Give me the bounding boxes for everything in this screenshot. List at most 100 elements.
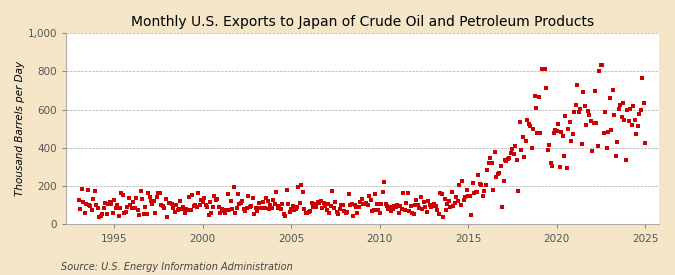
Point	[538, 67, 549, 72]
Point	[222, 192, 233, 197]
Point	[103, 202, 113, 207]
Point	[76, 187, 87, 191]
Point	[206, 211, 217, 215]
Point	[398, 191, 408, 195]
Point	[373, 208, 383, 213]
Point	[166, 202, 177, 207]
Point	[147, 202, 158, 207]
Point	[104, 200, 115, 205]
Title: Monthly U.S. Exports to Japan of Crude Oil and Petroleum Products: Monthly U.S. Exports to Japan of Crude O…	[131, 15, 595, 29]
Point	[628, 104, 639, 108]
Point	[180, 211, 190, 215]
Point	[374, 211, 385, 215]
Point	[253, 200, 264, 205]
Point	[365, 198, 376, 202]
Point	[533, 95, 544, 99]
Point	[389, 204, 400, 208]
Point	[436, 192, 447, 197]
Point	[113, 214, 124, 218]
Point	[414, 206, 425, 210]
Point	[583, 109, 593, 114]
Point	[639, 101, 649, 105]
Point	[620, 158, 631, 163]
Point	[173, 207, 184, 211]
Point	[427, 204, 438, 208]
Point	[227, 207, 238, 212]
Point	[181, 207, 192, 211]
Point	[178, 205, 189, 209]
Point	[339, 209, 350, 213]
Text: Source: U.S. Energy Information Administration: Source: U.S. Energy Information Administ…	[61, 262, 292, 272]
Point	[557, 134, 568, 138]
Point	[175, 199, 186, 203]
Point	[622, 108, 633, 113]
Point	[130, 205, 140, 210]
Point	[159, 206, 169, 210]
Point	[317, 206, 327, 210]
Point	[535, 131, 546, 135]
Point	[591, 121, 602, 125]
Point	[318, 201, 329, 205]
Point	[526, 146, 537, 151]
Point	[157, 204, 168, 209]
Point	[364, 193, 375, 198]
Point	[516, 148, 526, 152]
Point	[360, 202, 371, 206]
Point	[608, 87, 618, 92]
Point	[140, 205, 151, 209]
Point	[191, 205, 202, 209]
Point	[233, 192, 244, 196]
Point	[395, 204, 406, 208]
Point	[88, 196, 99, 201]
Point	[491, 174, 502, 179]
Point	[604, 96, 615, 100]
Point	[234, 202, 245, 207]
Point	[435, 190, 446, 195]
Point	[106, 202, 117, 207]
Point	[286, 207, 296, 211]
Point	[117, 193, 128, 197]
Point	[377, 190, 388, 194]
Point	[461, 188, 472, 192]
Point	[547, 164, 558, 169]
Point	[460, 194, 470, 199]
Point	[486, 161, 497, 165]
Point	[124, 196, 134, 200]
Point	[259, 206, 270, 210]
Point	[548, 131, 559, 135]
Point	[513, 188, 524, 193]
Point	[406, 210, 417, 215]
Point	[244, 204, 255, 209]
Point	[110, 205, 121, 210]
Point	[445, 204, 456, 209]
Point	[186, 208, 196, 212]
Point	[324, 211, 335, 216]
Point	[599, 130, 610, 135]
Point	[394, 211, 404, 215]
Point	[230, 211, 240, 215]
Point	[92, 205, 103, 210]
Point	[238, 207, 249, 212]
Point	[348, 214, 358, 219]
Point	[433, 211, 444, 216]
Point	[430, 204, 441, 208]
Point	[637, 76, 647, 80]
Point	[190, 203, 200, 207]
Point	[556, 130, 566, 134]
Point	[294, 200, 305, 205]
Point	[284, 209, 295, 214]
Point	[472, 190, 483, 194]
Point	[115, 206, 126, 210]
Point	[441, 208, 452, 212]
Point	[532, 131, 543, 136]
Point	[564, 120, 575, 125]
Point	[163, 201, 174, 205]
Point	[150, 210, 161, 215]
Point	[541, 86, 551, 90]
Point	[79, 211, 90, 215]
Point	[283, 202, 294, 206]
Point	[429, 202, 439, 207]
Point	[386, 209, 397, 213]
Point	[522, 118, 533, 123]
Point	[402, 191, 413, 195]
